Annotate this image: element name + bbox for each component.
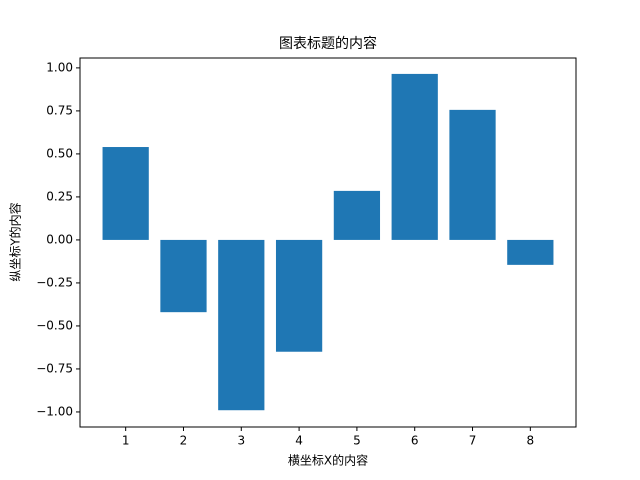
x-tick-label: 1 — [122, 434, 130, 448]
bar — [218, 239, 265, 411]
bar — [275, 239, 323, 352]
bar — [449, 109, 496, 240]
x-tick-label: 7 — [469, 434, 477, 448]
x-tick-label: 8 — [527, 434, 535, 448]
y-tick-label: −0.50 — [36, 318, 73, 332]
y-tick-label: 0.50 — [46, 146, 73, 160]
bar — [391, 73, 438, 240]
y-tick-label: 0.00 — [46, 232, 73, 246]
bar — [102, 147, 149, 240]
x-tick-label: 4 — [295, 434, 303, 448]
y-tick-label: −0.25 — [36, 275, 73, 289]
x-tick-label: 6 — [411, 434, 419, 448]
plot-frame — [79, 57, 577, 428]
x-axis-label: 横坐标X的内容 — [288, 453, 368, 468]
y-axis-label: 纵坐标Y的内容 — [8, 202, 23, 281]
bar — [333, 190, 381, 240]
x-tick-label: 5 — [353, 434, 361, 448]
y-tick-label: 1.00 — [46, 60, 73, 74]
y-tick-label: −1.00 — [36, 404, 73, 418]
y-tick-label: 0.25 — [46, 189, 73, 203]
bar — [160, 239, 207, 313]
x-tick-label: 3 — [237, 434, 245, 448]
bar — [507, 239, 554, 265]
y-tick-label: −0.75 — [36, 361, 73, 375]
y-tick-label: 0.75 — [46, 103, 73, 117]
chart-title: 图表标题的内容 — [279, 35, 377, 52]
x-tick-label: 2 — [180, 434, 188, 448]
